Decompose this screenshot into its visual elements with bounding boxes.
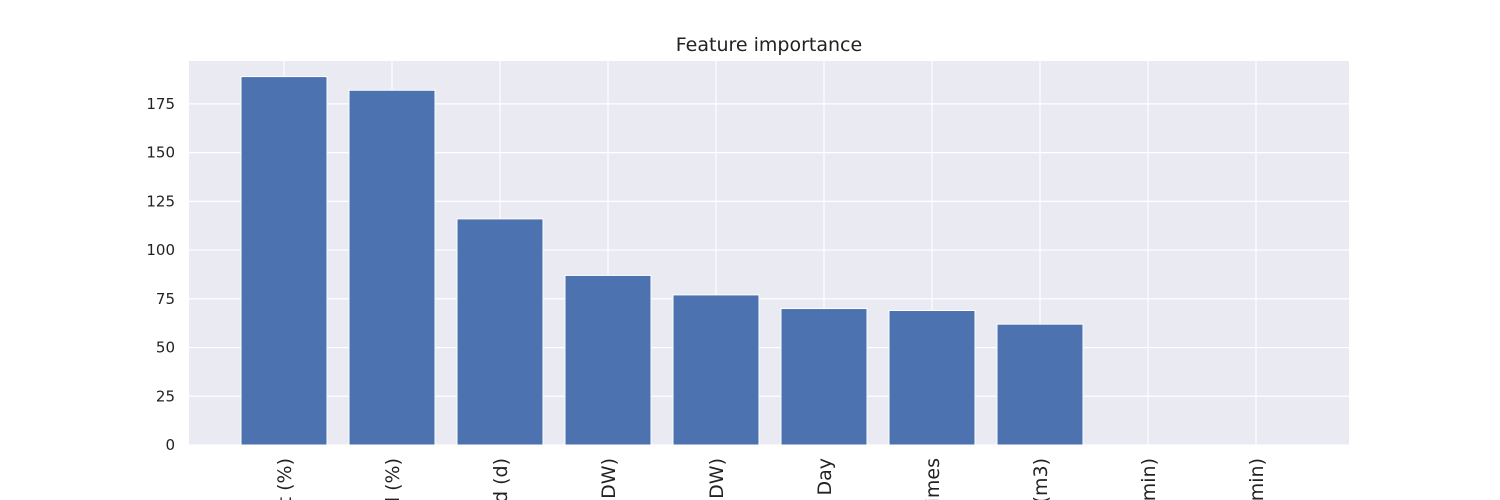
- bar: [564, 274, 652, 446]
- x-tick-label: min): [1138, 458, 1160, 500]
- y-tick-label: 100: [146, 241, 175, 259]
- bar: [348, 89, 436, 446]
- x-tick-label: t (%): [274, 458, 296, 500]
- x-tick-label: min): [1246, 458, 1268, 500]
- y-tick-labels: 0 25 50 75 100 125 150 175: [146, 95, 175, 454]
- x-tick-label: d (d): [490, 458, 512, 500]
- y-tick-label: 25: [156, 387, 175, 405]
- bar: [672, 294, 760, 446]
- x-tick-label: (m3): [1030, 458, 1052, 500]
- y-tick-label: 150: [146, 144, 175, 162]
- bar: [996, 323, 1084, 446]
- y-tick-label: 125: [146, 192, 175, 210]
- bars: [240, 76, 1084, 446]
- y-tick-label: 175: [146, 95, 175, 113]
- x-tick-label: Day: [814, 458, 836, 496]
- x-tick-labels: t (%) d (%) d (d) DW) DW) Day imes (m3) min) min): [274, 458, 1268, 500]
- x-tick-label: imes: [922, 458, 944, 500]
- y-tick-label: 75: [156, 290, 175, 308]
- bar: [780, 308, 868, 446]
- bar: [240, 76, 328, 446]
- x-tick-label: DW): [598, 458, 620, 499]
- bar: [888, 310, 976, 446]
- x-tick-label: DW): [706, 458, 728, 499]
- chart-title: Feature importance: [676, 34, 862, 56]
- bar: [456, 218, 544, 446]
- x-tick-label: d (%): [382, 458, 404, 500]
- y-tick-label: 50: [156, 339, 175, 357]
- y-tick-label: 0: [165, 436, 175, 454]
